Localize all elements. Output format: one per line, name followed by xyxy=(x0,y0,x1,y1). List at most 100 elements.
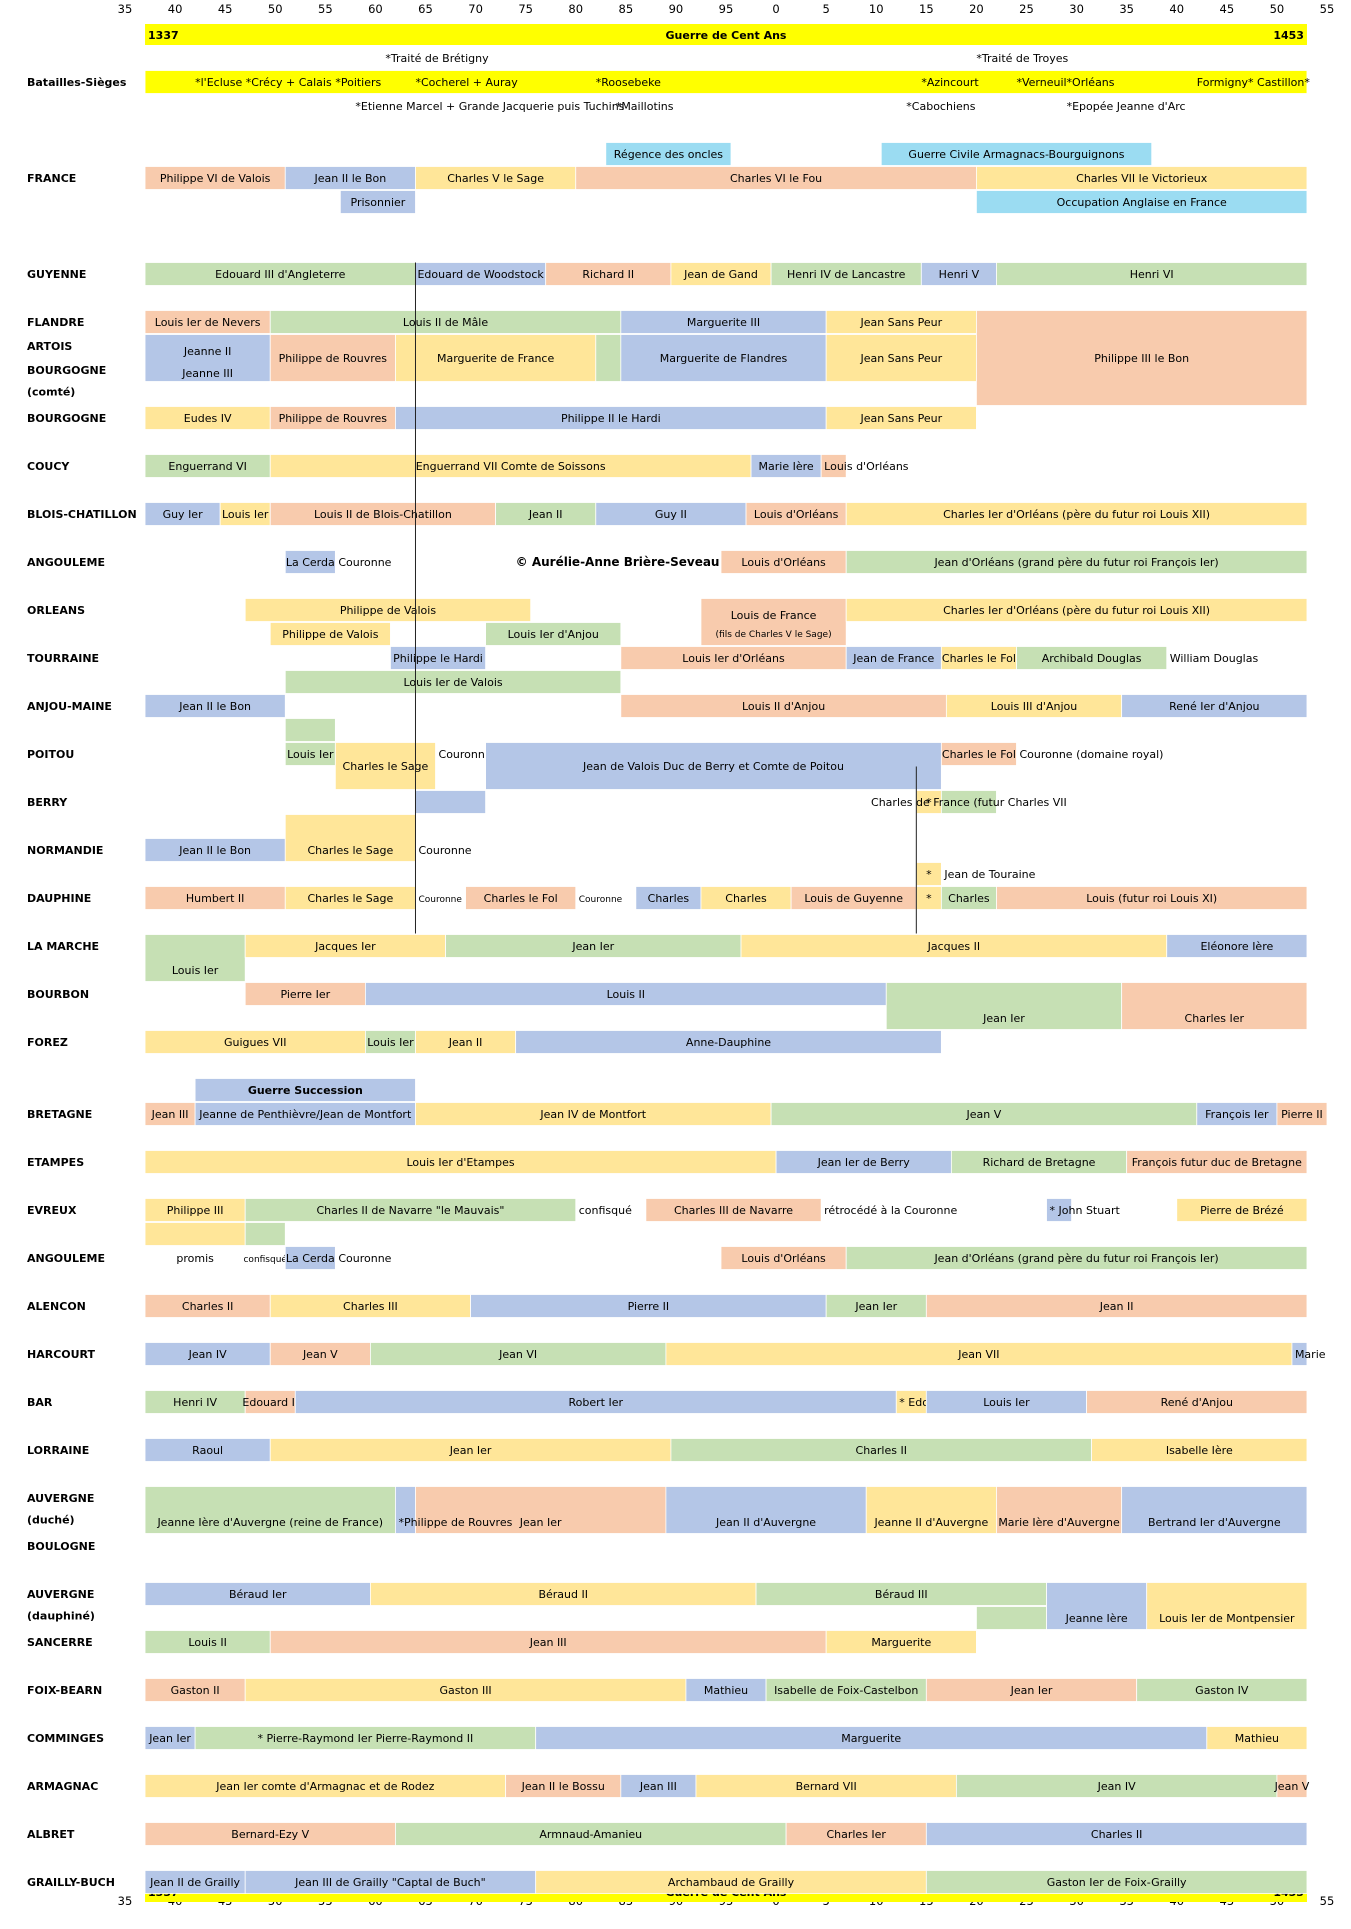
row-label: FRANCE xyxy=(27,172,76,185)
bar-label: Enguerrand VII Comte de Soissons xyxy=(416,460,606,473)
timeline-bar xyxy=(284,670,622,694)
bar-label: Couronne (domaine royal) xyxy=(1019,748,1163,761)
bar-label: René d'Anjou xyxy=(1161,1396,1233,1409)
timeline-bar xyxy=(1121,982,1308,1030)
bar-label: Charles Ier d'Orléans (père du futur roi… xyxy=(943,508,1210,521)
timeline-bar xyxy=(390,646,487,670)
bar-label: Jean VI xyxy=(498,1348,537,1361)
bar-label: Louis Ier d'Etampes xyxy=(406,1156,514,1169)
row-label: COUCY xyxy=(27,460,70,473)
row-label: BERRY xyxy=(27,796,68,809)
row-label: ALBRET xyxy=(27,1828,75,1841)
bar-label: Pierre Ier xyxy=(280,988,330,1001)
bar-label: Jean II xyxy=(448,1036,483,1049)
bar-label: Louis Ier xyxy=(983,1396,1030,1409)
row-label: DAUPHINE xyxy=(27,892,91,905)
bar-label: Louis II de Blois-Chatillon xyxy=(314,508,452,521)
bar-label: Charles le Sage xyxy=(307,844,393,857)
timeline-bar xyxy=(144,694,286,718)
bar-label: Charles le Fol xyxy=(484,892,558,905)
axis-tick-label-bottom: 55 xyxy=(1320,1894,1335,1908)
bar-label: Bernard-Ezy V xyxy=(231,1828,309,1841)
row-label: Batailles-Sièges xyxy=(27,76,127,89)
timeline-bar xyxy=(976,166,1308,190)
row-label: (dauphiné) xyxy=(27,1610,95,1623)
axis-tick-label-top: 60 xyxy=(368,2,383,16)
timeline-bar xyxy=(284,1246,336,1270)
bar-label: Charles Ier xyxy=(1185,1012,1245,1025)
timeline-bar xyxy=(1046,1198,1072,1222)
bar-label: Jean Ier xyxy=(1010,1684,1053,1697)
timeline-bar xyxy=(1206,1726,1308,1750)
bar-label: Guy II xyxy=(655,508,687,521)
bar-label: Philippe II le Hardi xyxy=(561,412,661,425)
bar-label: Louis d'Orléans xyxy=(741,1252,826,1265)
axis-tick-label-top: 50 xyxy=(1270,2,1285,16)
bar-label: Enguerrand VI xyxy=(168,460,246,473)
bar-label: Philippe de Valois xyxy=(282,628,379,641)
axis-tick-label-bottom: 35 xyxy=(118,1894,133,1908)
timeline-bar xyxy=(1086,1390,1308,1414)
bar-label: rétrocédé à la Couronne xyxy=(824,1204,957,1217)
bar-label: Jeanne II xyxy=(183,345,231,358)
timeline-bar xyxy=(515,1030,942,1054)
bar-label: François Ier xyxy=(1205,1108,1269,1121)
timeline-bar xyxy=(284,814,416,862)
bar-label: Charles le Fol xyxy=(942,748,1016,761)
timeline-bar xyxy=(1276,1102,1328,1126)
bar-label: Louis II xyxy=(607,988,645,1001)
start-year-label: 1337 xyxy=(148,29,179,42)
timeline-bar xyxy=(339,190,416,214)
timeline-bar xyxy=(269,622,391,646)
bar-label: Edouard III d'Angleterre xyxy=(215,268,345,281)
event-label: *Traité de Troyes xyxy=(976,52,1068,65)
timeline-bar xyxy=(395,334,597,382)
row-label: NORMANDIE xyxy=(27,844,103,857)
timeline-bar xyxy=(925,1870,1308,1894)
bar-label: Jean Ier xyxy=(148,1732,191,1745)
bar-label: Louis II d'Anjou xyxy=(742,700,825,713)
timeline-bar xyxy=(1121,1486,1308,1534)
bar-label: Jean II le Bon xyxy=(313,172,386,185)
bar-label: Charles xyxy=(725,892,767,905)
timeline-bar xyxy=(976,190,1308,214)
bar-label: Louis Ier d'Orléans xyxy=(682,652,785,665)
bar-label: Jean Ier de Berry xyxy=(817,1156,911,1169)
bar-label: Charles xyxy=(648,892,690,905)
timeline-bar xyxy=(144,934,246,982)
bar-label: Charles II de Navarre "le Mauvais" xyxy=(316,1204,504,1217)
bar-label: Philippe de Valois xyxy=(340,604,437,617)
timeline-bar xyxy=(284,718,336,742)
bar-label: Guy Ier xyxy=(163,508,204,521)
war-span-bar-top xyxy=(145,24,1307,45)
bar-label: Occupation Anglaise en France xyxy=(1057,196,1227,209)
bar-label: Jean V xyxy=(1274,1780,1310,1793)
bar-label: Eléonore Ière xyxy=(1200,940,1273,953)
timeline-bar xyxy=(1121,694,1308,718)
axis-tick-label-top: 30 xyxy=(1069,2,1084,16)
bar-label: Marguerite de Flandres xyxy=(660,352,788,365)
bar-label: Jeanne de Penthièvre/Jean de Montfort xyxy=(198,1108,412,1121)
bar-label: Philippe de Rouvres xyxy=(279,352,388,365)
timeline-bar xyxy=(925,1294,1308,1318)
timeline-bar xyxy=(940,742,1017,766)
row-label: BRETAGNE xyxy=(27,1108,92,1121)
bar-label: Philippe le Hardi xyxy=(393,652,483,665)
row-label: GRAILLY-BUCH xyxy=(27,1876,115,1889)
timeline-bar xyxy=(485,742,942,790)
row-label: POITOU xyxy=(27,748,74,761)
timeline-bar xyxy=(820,454,847,478)
bar-label: Jean d'Orléans (grand père du futur roi … xyxy=(933,1252,1218,1265)
event-label: *Cabochiens xyxy=(906,100,975,113)
timeline-bar xyxy=(885,982,1123,1030)
timeline-bar xyxy=(865,1486,997,1534)
event-label: *Maillotins xyxy=(616,100,674,113)
row-label: ARTOIS xyxy=(27,340,72,353)
bar-label: Jean de Valois Duc de Berry et Comte de … xyxy=(582,760,844,773)
timeline-bar xyxy=(144,70,1308,94)
timeline-bar xyxy=(845,598,1308,622)
bar-label: Couronne xyxy=(579,895,623,905)
timeline-bar xyxy=(1046,1582,1148,1630)
timeline-bar xyxy=(845,1246,1308,1270)
